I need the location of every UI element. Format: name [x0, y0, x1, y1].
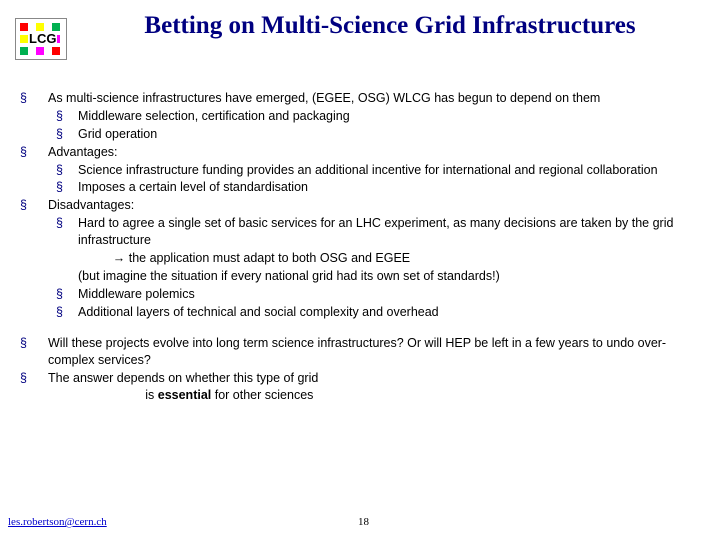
slide-title: Betting on Multi-Science Grid Infrastruc…: [120, 12, 660, 41]
bullet-item: § Advantages:: [20, 144, 700, 161]
paren-line: (but imagine the situation if every nati…: [20, 268, 700, 285]
lcg-logo: LCG: [15, 18, 67, 60]
slide-content: § As multi-science infrastructures have …: [20, 90, 700, 405]
sub-bullet-text: Middleware polemics: [78, 286, 700, 303]
sub-bullet-item: § Science infrastructure funding provide…: [20, 162, 700, 179]
sub-bullet-text: Science infrastructure funding provides …: [78, 162, 700, 179]
bullet-text: The answer depends on whether this type …: [48, 370, 700, 404]
bullet-text: As multi-science infrastructures have em…: [48, 90, 700, 107]
sub-bullet-item: § Additional layers of technical and soc…: [20, 304, 700, 321]
sub-bullet-text: Hard to agree a single set of basic serv…: [78, 215, 700, 249]
bullet-text: Advantages:: [48, 144, 700, 161]
sub-bullet-text: Middleware selection, certification and …: [78, 108, 700, 125]
bullet-item: § Disadvantages:: [20, 197, 700, 214]
bullet-text: Will these projects evolve into long ter…: [48, 335, 700, 369]
logo-text: LCG: [28, 31, 57, 46]
arrow-line: → → the application must adapt to both O…: [20, 250, 700, 267]
sub-bullet-item: § Hard to agree a single set of basic se…: [20, 215, 700, 249]
sub-bullet-item: § Middleware polemics: [20, 286, 700, 303]
sub-bullet-text: Grid operation: [78, 126, 700, 143]
arrow-icon: →: [113, 251, 126, 265]
footer-email[interactable]: les.robertson@cern.ch: [8, 516, 107, 528]
page-number: 18: [358, 516, 369, 528]
sub-bullet-item: § Imposes a certain level of standardisa…: [20, 179, 700, 196]
essential-word: essential: [158, 388, 212, 402]
sub-bullet-text: Imposes a certain level of standardisati…: [78, 179, 700, 196]
bullet-item: § Will these projects evolve into long t…: [20, 335, 700, 369]
bullet-item: § The answer depends on whether this typ…: [20, 370, 700, 404]
bullet-item: § As multi-science infrastructures have …: [20, 90, 700, 107]
bullet-text: Disadvantages:: [48, 197, 700, 214]
sub-bullet-item: § Grid operation: [20, 126, 700, 143]
sub-bullet-item: § Middleware selection, certification an…: [20, 108, 700, 125]
sub-bullet-text: Additional layers of technical and socia…: [78, 304, 700, 321]
